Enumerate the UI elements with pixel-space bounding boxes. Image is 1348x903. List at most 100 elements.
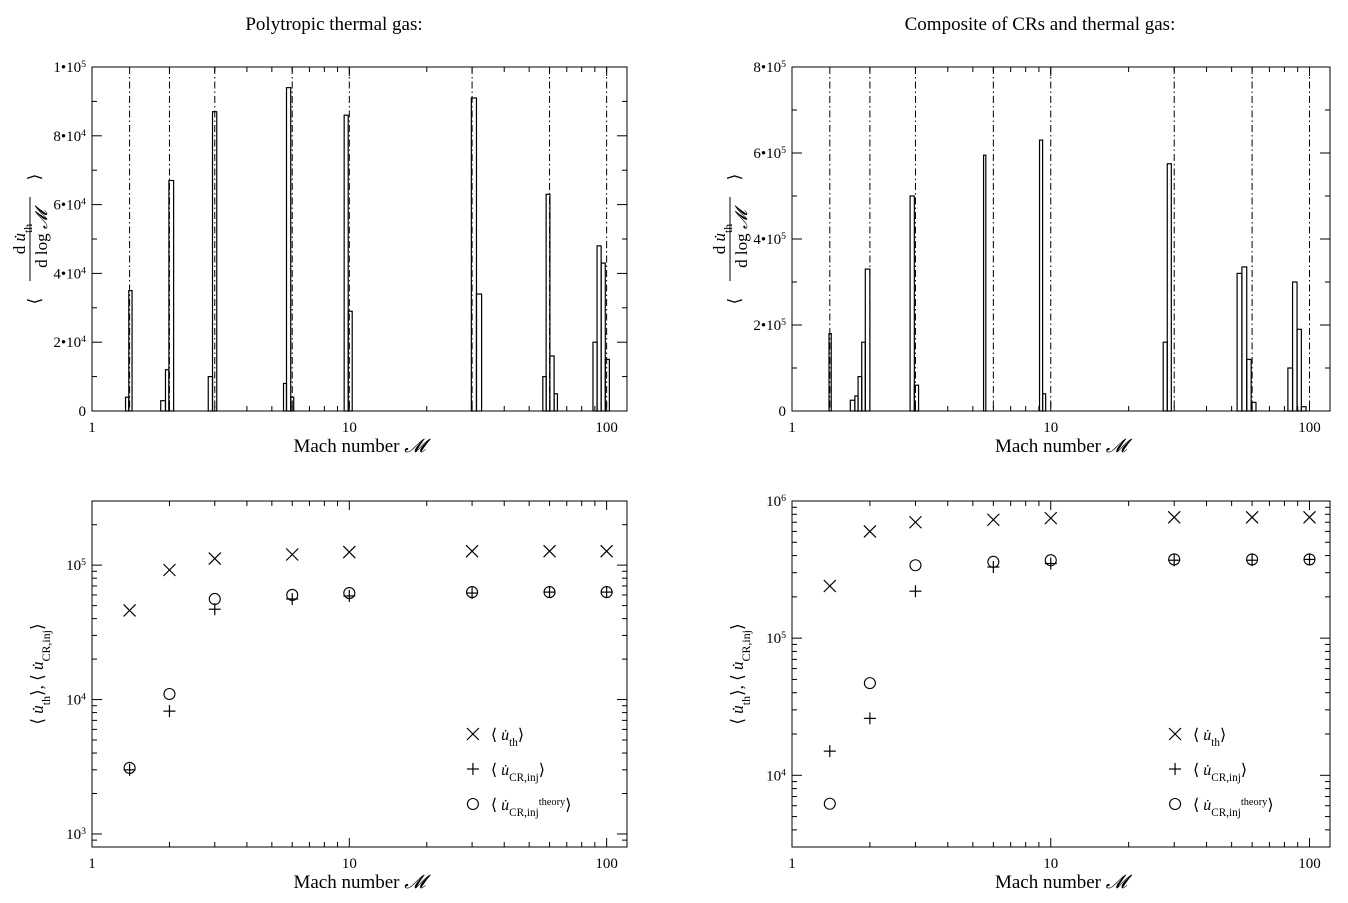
- data-point-plus: [909, 585, 922, 598]
- data-point-crcircless: [543, 544, 556, 558]
- data-point-plus: [823, 745, 836, 758]
- cross-stroke: [208, 552, 222, 565]
- data-point-plus: [208, 603, 221, 616]
- cross-stroke: [823, 579, 837, 593]
- histogram-bin: [1038, 139, 1044, 412]
- x-tick-label: 1: [88, 856, 96, 872]
- histogram-bin: [168, 179, 175, 412]
- data-point-circle: [543, 586, 556, 599]
- histogram-bin: [285, 87, 292, 412]
- y-label-numerator: d u̇th: [710, 224, 735, 255]
- x-axis-label: Mach number 𝓜: [293, 436, 431, 457]
- legend-marker: [466, 797, 479, 811]
- x-tick-label: 1: [788, 420, 796, 436]
- x-tick-label: 10: [1043, 856, 1058, 872]
- legend-marker: [466, 763, 479, 775]
- histogram-bin: [592, 341, 598, 412]
- histogram-bin: [913, 384, 920, 412]
- y-tick-label: 1•105: [53, 59, 86, 77]
- y-tick-label: 2•104: [53, 334, 86, 352]
- x-axis-label: Mach number 𝓜: [995, 872, 1133, 893]
- histogram-bin: [553, 393, 559, 412]
- cross-stroke: [342, 545, 356, 559]
- data-point-plus: [543, 586, 556, 599]
- histogram-bin: [1296, 328, 1302, 412]
- legend-marker: [1168, 727, 1182, 741]
- histogram-bin: [1042, 393, 1047, 412]
- data-point-plus: [163, 705, 176, 718]
- data-point-crcircless: [863, 525, 877, 538]
- y-tick-label: 4•105: [753, 231, 786, 249]
- histogram-bin: [596, 245, 602, 412]
- data-point-plus: [1246, 554, 1259, 567]
- histogram-bin: [604, 358, 610, 412]
- y-label-text: ⟨ u̇th⟩, ⟨ u̇CR,inj⟩: [28, 623, 53, 724]
- data-point-crcircless: [1167, 510, 1181, 524]
- x-tick-label: 10: [342, 420, 357, 436]
- y-tick-label: 106: [766, 493, 786, 511]
- y-tick-label: 0: [779, 404, 787, 420]
- histogram-bin: [1162, 341, 1168, 412]
- y-tick-label: 4•104: [53, 265, 86, 283]
- x-tick-label: 10: [1043, 420, 1058, 436]
- data-point-plus: [1303, 553, 1316, 566]
- data-point-crcircless: [823, 579, 837, 593]
- data-point-plus: [466, 587, 479, 600]
- data-point-circle: [1168, 553, 1181, 566]
- y-axis-label: ⟨ u̇th⟩, ⟨ u̇CR,inj⟩: [28, 623, 53, 724]
- data-point-circle: [466, 586, 479, 599]
- x-tick-label: 100: [595, 856, 618, 872]
- plot-frame: [91, 500, 628, 848]
- data-point-crcircless: [285, 548, 299, 561]
- legend: ⟨ u̇th⟩ ⟨ u̇CR,inj⟩ ⟨ u̇CR,injtheory⟩: [466, 727, 572, 820]
- x-axis-label: Mach number 𝓜: [293, 872, 431, 893]
- cross-stroke: [163, 563, 176, 577]
- histogram-bin: [1287, 367, 1294, 412]
- x-tick-label: 10: [342, 856, 357, 872]
- x-tick-label: 1: [88, 420, 96, 436]
- data-point-plus: [123, 763, 136, 776]
- x-tick-label: 100: [1298, 420, 1321, 436]
- data-point-crcircless: [1245, 510, 1259, 524]
- scatter-panel-1: 1 10 100 Mach number 𝓜 103 104 105 ⟨ u̇th⟩, ⟨ u…: [28, 500, 628, 893]
- y-tick-label: 2•105: [753, 317, 786, 335]
- data-point-plus: [863, 712, 876, 725]
- histogram-bin: [1300, 406, 1307, 412]
- panel-title: Composite of CRs and thermal gas:: [905, 14, 1176, 35]
- y-tick-label: 8•105: [753, 59, 786, 77]
- y-tick-label: 105: [766, 630, 786, 648]
- data-point-circle: [600, 586, 613, 599]
- data-point-crcircless: [208, 552, 222, 565]
- cross-stroke: [986, 513, 1000, 527]
- histogram-bin: [545, 193, 551, 412]
- legend-label: ⟨ u̇CR,injtheory⟩: [491, 797, 572, 820]
- y-tick-label: 6•105: [753, 145, 786, 163]
- data-point-crcircless: [123, 604, 137, 617]
- legend-label: ⟨ u̇CR,inj⟩: [491, 762, 545, 784]
- x-axis-label: Mach number 𝓜: [995, 436, 1133, 457]
- histogram-bin: [1250, 401, 1257, 412]
- histogram-bin: [211, 111, 218, 412]
- data-point-crcircless: [1044, 511, 1058, 525]
- histogram-bin: [1291, 281, 1298, 412]
- y-label-bracket: ⟨: [25, 298, 44, 305]
- x-tick-label: 1: [788, 856, 796, 872]
- histogram-bin: [1166, 163, 1172, 412]
- data-point-circle: [863, 677, 876, 690]
- cross-stroke: [285, 548, 299, 561]
- histogram-bin: [600, 262, 606, 412]
- cross-stroke: [863, 525, 877, 538]
- histogram-bin: [828, 333, 832, 412]
- panel-title: Polytropic thermal gas:: [245, 14, 422, 35]
- y-label-numerator: d u̇th: [10, 224, 35, 255]
- cross-stroke: [123, 604, 137, 617]
- histogram-bin: [290, 396, 295, 412]
- data-point-circle: [1044, 554, 1057, 567]
- plot-frame: [91, 66, 628, 412]
- histogram-bin: [1246, 358, 1252, 412]
- cross-stroke: [466, 727, 480, 741]
- cross-stroke: [465, 544, 479, 558]
- data-point-circle: [1246, 553, 1259, 566]
- histogram-bin: [549, 355, 555, 412]
- legend-marker: [1169, 797, 1182, 811]
